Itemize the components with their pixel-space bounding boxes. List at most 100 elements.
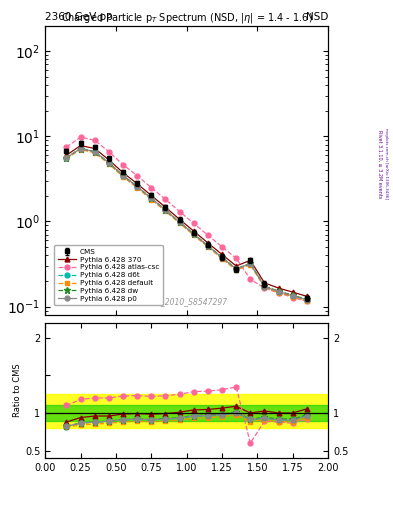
Pythia 6.428 atlas-csc bbox=[305, 298, 309, 305]
Title: Charged Particle p$_T$ Spectrum (NSD, |$\eta$| = 1.4 - 1.6): Charged Particle p$_T$ Spectrum (NSD, |$… bbox=[61, 11, 313, 25]
Pythia 6.428 d6t bbox=[107, 160, 111, 166]
Pythia 6.428 dw bbox=[121, 173, 125, 179]
Pythia 6.428 default bbox=[64, 156, 69, 162]
Pythia 6.428 d6t bbox=[135, 184, 140, 190]
Pythia 6.428 atlas-csc bbox=[248, 276, 253, 282]
Pythia 6.428 atlas-csc bbox=[177, 208, 182, 215]
Pythia 6.428 370 bbox=[305, 293, 309, 300]
Pythia 6.428 default bbox=[92, 150, 97, 156]
Pythia 6.428 d6t bbox=[121, 173, 125, 179]
Pythia 6.428 default bbox=[220, 255, 224, 262]
Pythia 6.428 default bbox=[135, 185, 140, 191]
Pythia 6.428 atlas-csc bbox=[191, 220, 196, 226]
Pythia 6.428 dw bbox=[149, 195, 154, 201]
Line: Pythia 6.428 atlas-csc: Pythia 6.428 atlas-csc bbox=[64, 135, 309, 304]
Pythia 6.428 370 bbox=[135, 181, 140, 187]
Pythia 6.428 370 bbox=[92, 145, 97, 152]
Pythia 6.428 default bbox=[234, 267, 239, 273]
Pythia 6.428 default bbox=[262, 284, 267, 290]
Pythia 6.428 dw bbox=[248, 260, 253, 266]
Pythia 6.428 d6t bbox=[191, 231, 196, 237]
Pythia 6.428 dw bbox=[234, 266, 239, 272]
Pythia 6.428 dw bbox=[92, 148, 97, 155]
Pythia 6.428 370 bbox=[276, 285, 281, 291]
Pythia 6.428 370 bbox=[177, 216, 182, 222]
Pythia 6.428 default bbox=[305, 298, 309, 304]
Pythia 6.428 atlas-csc bbox=[121, 162, 125, 168]
Pythia 6.428 d6t bbox=[262, 284, 267, 290]
Pythia 6.428 p0 bbox=[177, 219, 182, 225]
Pythia 6.428 p0 bbox=[92, 148, 97, 155]
Pythia 6.428 default bbox=[206, 244, 210, 250]
Pythia 6.428 370 bbox=[107, 157, 111, 163]
Pythia 6.428 d6t bbox=[248, 261, 253, 267]
Pythia 6.428 d6t bbox=[305, 297, 309, 303]
Pythia 6.428 p0 bbox=[234, 266, 239, 272]
Pythia 6.428 d6t bbox=[220, 254, 224, 261]
Pythia 6.428 p0 bbox=[135, 183, 140, 189]
Pythia 6.428 dw bbox=[64, 155, 69, 161]
Pythia 6.428 default bbox=[191, 232, 196, 238]
Pythia 6.428 dw bbox=[78, 145, 83, 152]
Pythia 6.428 default bbox=[163, 208, 168, 215]
Pythia 6.428 d6t bbox=[234, 266, 239, 272]
Bar bbox=[45, 394, 328, 428]
Y-axis label: Ratio to CMS: Ratio to CMS bbox=[13, 364, 22, 417]
Pythia 6.428 370 bbox=[220, 251, 224, 258]
Pythia 6.428 atlas-csc bbox=[290, 294, 295, 301]
Pythia 6.428 370 bbox=[191, 228, 196, 234]
Pythia 6.428 370 bbox=[290, 289, 295, 295]
Pythia 6.428 default bbox=[149, 197, 154, 203]
Pythia 6.428 d6t bbox=[163, 207, 168, 213]
Pythia 6.428 d6t bbox=[78, 145, 83, 152]
Pythia 6.428 p0 bbox=[262, 284, 267, 290]
Line: Pythia 6.428 p0: Pythia 6.428 p0 bbox=[64, 146, 309, 302]
Text: CMS_2010_S8547297: CMS_2010_S8547297 bbox=[145, 297, 228, 306]
Pythia 6.428 atlas-csc bbox=[92, 137, 97, 143]
Pythia 6.428 dw bbox=[220, 254, 224, 260]
Pythia 6.428 dw bbox=[290, 292, 295, 298]
Text: mcplots.cern.ch [arXiv:1306.3436]: mcplots.cern.ch [arXiv:1306.3436] bbox=[384, 129, 388, 199]
Pythia 6.428 d6t bbox=[276, 289, 281, 295]
Pythia 6.428 370 bbox=[206, 240, 210, 246]
Pythia 6.428 dw bbox=[305, 296, 309, 303]
Pythia 6.428 dw bbox=[177, 219, 182, 225]
Pythia 6.428 370 bbox=[149, 193, 154, 199]
Pythia 6.428 atlas-csc bbox=[163, 196, 168, 202]
Pythia 6.428 atlas-csc bbox=[276, 290, 281, 296]
Pythia 6.428 default bbox=[290, 293, 295, 300]
Pythia 6.428 dw bbox=[191, 231, 196, 237]
Pythia 6.428 p0 bbox=[220, 254, 224, 261]
Text: NSD: NSD bbox=[306, 11, 328, 22]
Line: Pythia 6.428 default: Pythia 6.428 default bbox=[64, 147, 309, 303]
Pythia 6.428 atlas-csc bbox=[262, 285, 267, 291]
Pythia 6.428 p0 bbox=[107, 160, 111, 166]
Pythia 6.428 p0 bbox=[149, 195, 154, 201]
Text: 2360 GeV pp: 2360 GeV pp bbox=[45, 11, 113, 22]
Bar bbox=[45, 406, 328, 420]
Pythia 6.428 atlas-csc bbox=[220, 244, 224, 250]
Pythia 6.428 370 bbox=[262, 280, 267, 286]
Pythia 6.428 default bbox=[78, 146, 83, 153]
Pythia 6.428 370 bbox=[121, 169, 125, 176]
Pythia 6.428 atlas-csc bbox=[64, 144, 69, 150]
Line: Pythia 6.428 370: Pythia 6.428 370 bbox=[64, 143, 309, 299]
Pythia 6.428 p0 bbox=[64, 155, 69, 161]
Pythia 6.428 p0 bbox=[305, 297, 309, 303]
Pythia 6.428 370 bbox=[234, 263, 239, 269]
Pythia 6.428 d6t bbox=[177, 219, 182, 225]
Pythia 6.428 p0 bbox=[290, 293, 295, 299]
Pythia 6.428 p0 bbox=[248, 261, 253, 267]
Pythia 6.428 dw bbox=[206, 243, 210, 249]
Pythia 6.428 370 bbox=[64, 152, 69, 158]
Pythia 6.428 dw bbox=[163, 207, 168, 213]
Line: Pythia 6.428 d6t: Pythia 6.428 d6t bbox=[64, 146, 309, 302]
Pythia 6.428 atlas-csc bbox=[234, 255, 239, 261]
Line: Pythia 6.428 dw: Pythia 6.428 dw bbox=[63, 145, 310, 303]
Pythia 6.428 dw bbox=[276, 288, 281, 294]
Pythia 6.428 dw bbox=[107, 160, 111, 166]
Pythia 6.428 default bbox=[121, 174, 125, 180]
Pythia 6.428 p0 bbox=[163, 207, 168, 213]
Pythia 6.428 default bbox=[248, 262, 253, 268]
Pythia 6.428 d6t bbox=[206, 243, 210, 249]
